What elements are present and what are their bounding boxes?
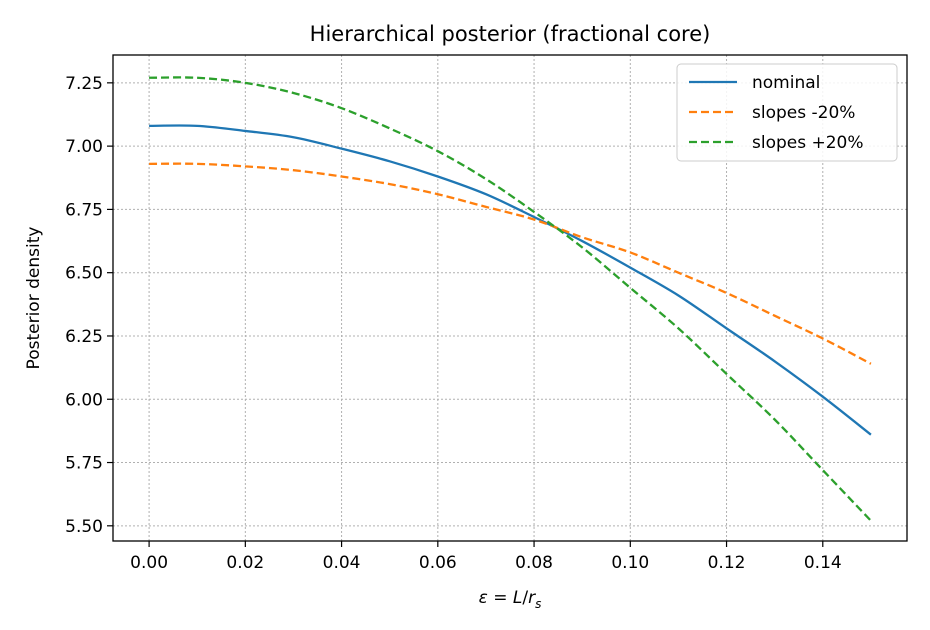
series-line-2 — [149, 76, 872, 522]
y-tick-label: 6.50 — [65, 264, 103, 284]
legend-label-2: slopes +20% — [752, 133, 864, 153]
x-tick-label: 0.00 — [130, 553, 168, 573]
x-tick-label: 0.02 — [226, 553, 264, 573]
series-lines — [149, 76, 872, 522]
x-axis: 0.00 0.02 0.04 0.06 0.08 0.10 0.12 0.14 — [130, 541, 842, 573]
y-axis-label: Posterior density — [24, 227, 44, 370]
plot-frame — [112, 54, 908, 542]
y-tick-label: 6.00 — [65, 390, 103, 410]
chart-title: Hierarchical posterior (fractional core) — [310, 22, 711, 46]
x-axis-label-r: r — [528, 588, 536, 608]
x-tick-label: 0.06 — [419, 553, 457, 573]
y-tick-label: 5.75 — [65, 454, 103, 474]
legend-box — [676, 63, 898, 162]
x-tick-label: 0.08 — [515, 553, 553, 573]
x-axis-label-slash: / — [522, 588, 528, 608]
legend-label-1: slopes -20% — [752, 103, 855, 123]
x-tick-label: 0.12 — [708, 553, 746, 573]
y-tick-label: 7.25 — [65, 74, 103, 94]
x-tick-label: 0.04 — [323, 553, 361, 573]
x-axis-label-eq: = — [488, 588, 513, 608]
y-tick-label: 5.50 — [65, 517, 103, 537]
legend: nominal slopes -20% slopes +20% — [676, 63, 898, 162]
y-axis: 5.50 5.75 6.00 6.25 6.50 6.75 7.00 7.25 — [65, 74, 113, 537]
x-axis-label: ε = L/rs — [479, 588, 542, 611]
legend-label-0: nominal — [752, 73, 820, 93]
x-axis-label-l: L — [513, 588, 522, 608]
x-axis-label-eps: ε — [479, 588, 488, 608]
y-tick-label: 6.75 — [65, 200, 103, 220]
x-axis-label-sub: s — [535, 597, 541, 611]
x-tick-label: 0.10 — [611, 553, 649, 573]
y-tick-label: 7.00 — [65, 137, 103, 157]
series-line-0 — [149, 124, 872, 436]
y-tick-label: 6.25 — [65, 327, 103, 347]
x-tick-label: 0.14 — [804, 553, 842, 573]
series-line-1 — [149, 162, 872, 365]
